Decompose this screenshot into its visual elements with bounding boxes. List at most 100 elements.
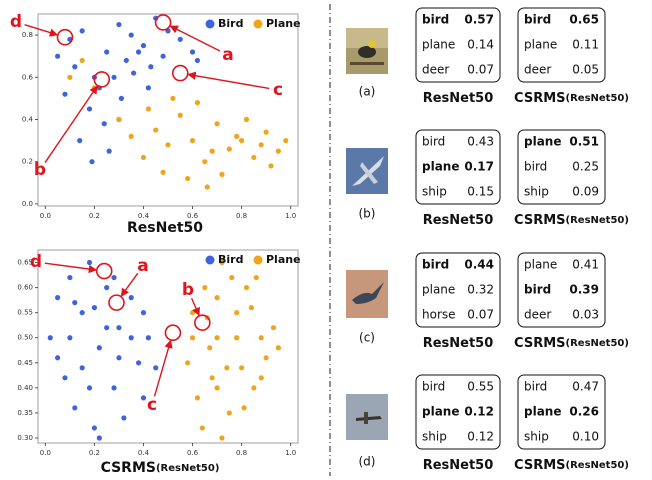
scatter-point: [72, 405, 77, 410]
scatter-point: [148, 64, 153, 69]
scatter-point: [141, 43, 146, 48]
chart-title: CSRMS(ResNet50): [101, 460, 220, 476]
caption-sub: (ResNet50): [566, 460, 629, 471]
class-name: ship: [524, 430, 549, 444]
class-score: 0.14: [467, 38, 494, 52]
scatter-point: [141, 310, 146, 315]
scatter-point: [72, 64, 77, 69]
annotation-label: a: [222, 45, 233, 65]
scatter-point: [264, 355, 269, 360]
scatter-point: [214, 385, 219, 390]
y-tick-label: 0.30: [17, 434, 33, 442]
class-name: ship: [524, 185, 549, 199]
scatter-point: [129, 295, 134, 300]
scatter-point: [104, 285, 109, 290]
scatter-point: [129, 32, 134, 37]
scatter-point: [111, 385, 116, 390]
scatter-point: [170, 96, 175, 101]
scatter-point: [92, 305, 97, 310]
class-name: plane: [524, 258, 557, 272]
annotation-label: d: [30, 252, 42, 272]
model-caption: CSRMS(ResNet50): [514, 91, 629, 106]
scatter-point: [80, 28, 85, 33]
scatter-point: [202, 159, 207, 164]
scatter-point: [104, 49, 109, 54]
example-label: (b): [359, 207, 376, 221]
class-name: plane: [422, 283, 455, 297]
class-score: 0.10: [572, 430, 599, 444]
scatter-point: [227, 146, 232, 151]
scatter-point: [239, 138, 244, 143]
caption-main: CSRMS: [514, 458, 565, 473]
scatter-point: [185, 176, 190, 181]
class-score: 0.26: [569, 405, 599, 419]
class-score: 0.32: [467, 283, 494, 297]
scatter-point: [195, 395, 200, 400]
scatter-point: [119, 96, 124, 101]
class-name: horse: [422, 308, 456, 322]
scatter-point: [200, 425, 205, 430]
legend-label: Bird: [218, 253, 243, 266]
y-tick-label: 0.0: [22, 200, 33, 208]
caption-main: ResNet50: [423, 91, 494, 106]
scatter-point: [80, 365, 85, 370]
scatter-point: [62, 92, 67, 97]
scatter-point: [136, 360, 141, 365]
class-score: 0.65: [569, 13, 599, 27]
model-caption: CSRMS(ResNet50): [514, 213, 629, 228]
scatter-point: [264, 130, 269, 135]
scatter-point: [97, 345, 102, 350]
title-main: ResNet50: [127, 220, 203, 236]
scatter-point: [276, 345, 281, 350]
scatter-point: [141, 155, 146, 160]
scatter-point: [207, 345, 212, 350]
class-score: 0.55: [467, 380, 494, 394]
class-name: ship: [422, 430, 447, 444]
scatter-point: [178, 37, 183, 42]
caption-sub: (ResNet50): [566, 215, 629, 226]
scatter-point: [234, 335, 239, 340]
example-label: (d): [359, 455, 376, 469]
model-caption: ResNet50: [423, 336, 494, 351]
scatter-point: [92, 425, 97, 430]
class-score: 0.12: [467, 430, 494, 444]
class-name: ship: [422, 185, 447, 199]
caption-main: ResNet50: [423, 336, 494, 351]
scatter-point: [67, 335, 72, 340]
scatter-point: [136, 49, 141, 54]
scatter-point: [121, 415, 126, 420]
class-score: 0.39: [569, 283, 599, 297]
annotation-label: b: [34, 160, 46, 180]
class-name: plane: [524, 135, 561, 149]
y-tick-label: 0.40: [17, 384, 33, 392]
annotation-arrow: [45, 86, 97, 163]
y-tick-label: 0.55: [17, 309, 33, 317]
scatter-point: [259, 335, 264, 340]
highlight-circle: [109, 295, 124, 310]
class-score: 0.12: [464, 405, 494, 419]
y-tick-label: 0.50: [17, 334, 33, 342]
scatter-point: [111, 75, 116, 80]
class-score: 0.47: [572, 380, 599, 394]
legend-label: Plane: [266, 253, 301, 266]
plot-frame: [38, 250, 298, 443]
scatter-point: [131, 70, 136, 75]
scatter-point: [62, 375, 67, 380]
highlight-circle: [156, 15, 171, 30]
class-name: deer: [422, 63, 449, 77]
class-name: plane: [524, 38, 557, 52]
scatter-point: [146, 335, 151, 340]
x-tick-label: 0.2: [89, 449, 100, 457]
class-name: bird: [524, 380, 547, 394]
scatter-point: [48, 335, 53, 340]
scatter-point: [205, 184, 210, 189]
scatter-point: [234, 310, 239, 315]
y-tick-label: 0.4: [22, 115, 34, 123]
scatter-point: [87, 260, 92, 265]
x-tick-label: 0.0: [40, 212, 51, 220]
example-label: (a): [359, 85, 376, 99]
x-tick-label: 0.8: [236, 212, 247, 220]
class-name: bird: [422, 13, 449, 27]
scatter-point: [116, 22, 121, 27]
scatter-point: [244, 285, 249, 290]
